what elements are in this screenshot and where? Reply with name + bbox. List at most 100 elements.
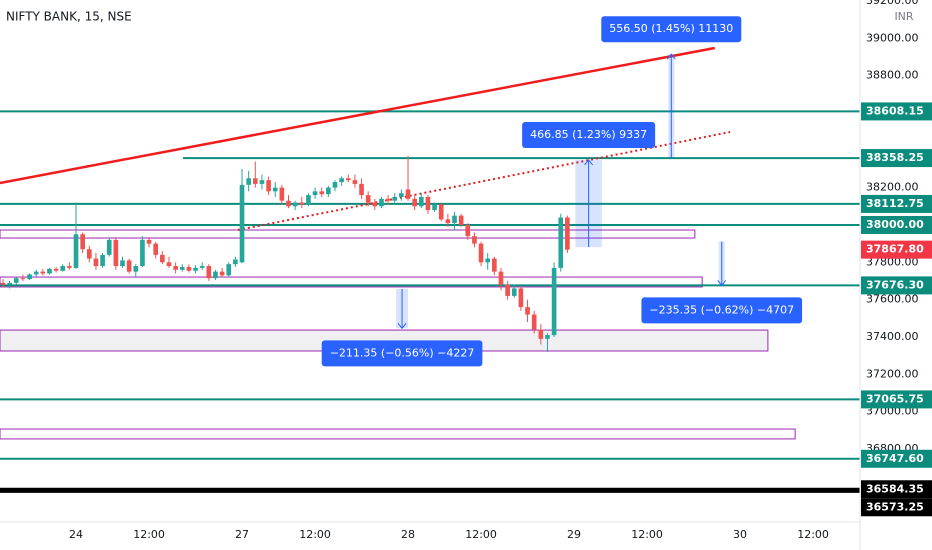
price-tag-label: 37676.30 xyxy=(866,278,924,291)
price-tag-label: 38112.75 xyxy=(866,197,924,210)
candle-body xyxy=(20,278,26,280)
price-tag xyxy=(861,240,932,259)
candle-body xyxy=(86,249,92,259)
candle-body xyxy=(405,189,411,199)
candle-body xyxy=(53,268,59,271)
price-tag xyxy=(861,276,932,295)
candle-body xyxy=(100,254,105,267)
price-tag xyxy=(861,194,932,213)
candle-body xyxy=(160,254,165,263)
candle-body xyxy=(492,258,497,272)
candle-body xyxy=(219,271,225,276)
candle-body xyxy=(73,234,79,268)
candle-body xyxy=(485,258,491,263)
candle-body xyxy=(186,266,192,271)
zone xyxy=(0,229,696,239)
candle-body xyxy=(452,215,457,224)
price-tag xyxy=(861,498,932,517)
candle-body xyxy=(565,217,570,250)
candle-body xyxy=(226,264,232,276)
candle-body xyxy=(153,243,159,255)
candle-body xyxy=(133,266,139,272)
candle-body xyxy=(372,202,378,207)
candle-body xyxy=(478,243,484,263)
candle-body xyxy=(385,198,391,201)
candle-body xyxy=(458,215,464,225)
candle-body xyxy=(399,193,404,197)
price-tag xyxy=(861,102,932,121)
candle-body xyxy=(0,282,6,285)
candle-body xyxy=(445,219,451,224)
candle-body xyxy=(40,271,46,274)
x-tick-label: 24 xyxy=(69,528,83,541)
price-tag-label: 36573.25 xyxy=(866,500,924,513)
candle-body xyxy=(246,178,251,185)
x-tick-label: 27 xyxy=(235,528,249,541)
candle-body xyxy=(193,267,198,271)
candle-body xyxy=(511,288,517,296)
candle-body xyxy=(299,202,305,205)
price-tag xyxy=(861,149,932,168)
candle-body xyxy=(113,239,119,267)
price-tag-label: 38358.25 xyxy=(866,151,924,164)
candle-body xyxy=(286,200,291,207)
measure-label-box xyxy=(601,16,742,43)
currency-label: INR xyxy=(894,10,913,23)
candle-body xyxy=(418,196,424,207)
candle-body xyxy=(438,204,444,220)
x-tick-label: 29 xyxy=(567,528,581,541)
candle-body xyxy=(365,195,371,203)
measure-label: 466.85 (1.23%) 9337 xyxy=(530,128,647,141)
candle-body xyxy=(345,178,351,181)
candle-body xyxy=(306,195,311,205)
price-tag xyxy=(861,480,932,499)
candle-body xyxy=(173,266,178,270)
price-tag xyxy=(861,390,932,409)
candle-body xyxy=(292,202,298,207)
candle-body xyxy=(392,196,398,201)
price-tag-label: 36747.60 xyxy=(866,452,924,465)
price-tag xyxy=(861,215,932,234)
candle-body xyxy=(279,187,285,201)
y-tick-label: 39000.00 xyxy=(866,31,919,44)
candle-body xyxy=(60,266,66,271)
candle-body xyxy=(140,239,145,267)
candle-body xyxy=(352,180,358,184)
x-tick-label: 12:00 xyxy=(465,528,497,541)
candle-body xyxy=(531,314,537,330)
candle-body xyxy=(179,266,185,270)
candle-body xyxy=(13,278,19,283)
candle-body xyxy=(412,198,417,207)
x-tick-label: 12:00 xyxy=(299,528,331,541)
candle-body xyxy=(359,183,364,196)
candle-body xyxy=(213,271,218,279)
candle-body xyxy=(379,198,384,207)
candle-body xyxy=(233,259,238,265)
candle-body xyxy=(80,234,85,250)
x-tick-label: 12:00 xyxy=(797,528,829,541)
candle-body xyxy=(505,284,510,296)
measure-arrowhead xyxy=(397,323,407,330)
candle-body xyxy=(339,178,344,183)
x-tick-label: 12:00 xyxy=(133,528,165,541)
candle-body xyxy=(33,271,39,275)
y-tick-label: 37200.00 xyxy=(866,367,919,380)
candle-body xyxy=(319,191,325,195)
measure-label-box xyxy=(321,340,483,367)
price-tag-label: 37065.75 xyxy=(866,392,924,405)
candle-body xyxy=(272,187,278,192)
candle-body xyxy=(332,182,338,188)
candle-body xyxy=(206,266,212,279)
candle-body xyxy=(518,288,524,308)
plot-area: 556.50 (1.45%) 11130 466.85 (1.23%) 9337 −… xyxy=(0,16,860,493)
candle-body xyxy=(120,260,125,267)
candle-body xyxy=(498,271,504,285)
trend-line xyxy=(237,131,731,231)
candle-body xyxy=(106,239,112,255)
y-tick-label: 38800.00 xyxy=(866,69,919,82)
y-tick-label: 39200.00 xyxy=(866,0,919,7)
y-tick-label: 38200.00 xyxy=(866,181,919,194)
candle-body xyxy=(545,335,550,339)
